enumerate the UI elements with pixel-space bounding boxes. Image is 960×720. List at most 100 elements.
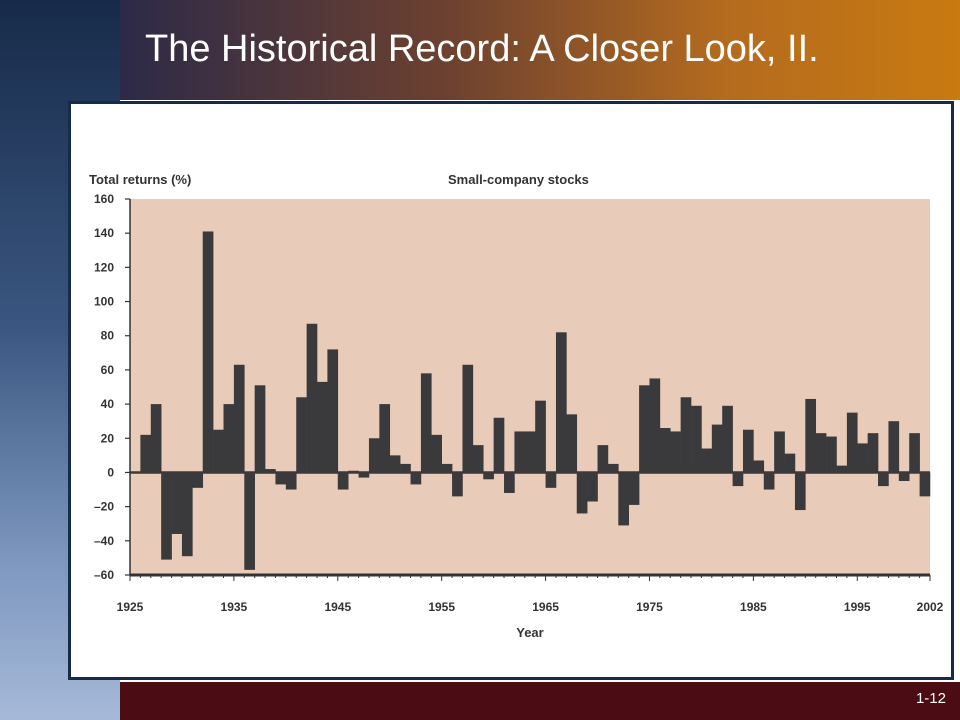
bar-1941 xyxy=(285,472,297,490)
bar-1954 xyxy=(420,373,432,473)
bar-1985 xyxy=(742,429,754,473)
bar-1974 xyxy=(628,472,640,505)
bar-1927 xyxy=(140,434,152,473)
bar-1977 xyxy=(659,428,671,473)
y-tick-label: 100 xyxy=(94,295,114,309)
bar-1932 xyxy=(192,472,204,488)
bar-1956 xyxy=(441,463,453,473)
y-axis: 160 140 120 100 80 60 40 20 0 –20 –40 –60 xyxy=(94,192,131,582)
bar-1993 xyxy=(826,436,837,473)
bar-1984 xyxy=(732,472,744,487)
bar-1936 xyxy=(233,364,245,473)
bar-1950 xyxy=(379,404,391,473)
y-tick-label: 160 xyxy=(94,192,114,206)
bar-1928 xyxy=(150,404,162,473)
y-tick-label: 60 xyxy=(101,363,115,377)
y-tick-label: –40 xyxy=(94,534,114,548)
bar-1967 xyxy=(555,332,567,473)
y-tick-label: 140 xyxy=(94,226,114,240)
bar-1971 xyxy=(597,445,609,473)
bar-1987 xyxy=(763,472,775,490)
bar-1983 xyxy=(722,405,733,473)
y-tick-label: 0 xyxy=(107,465,114,479)
bar-1938 xyxy=(254,385,266,473)
slide-number: 1-12 xyxy=(915,690,946,707)
bar-1948 xyxy=(358,472,370,478)
chart-figure: 160 140 120 100 80 60 40 20 0 –20 –40 –60 1925 1935 1… xyxy=(68,101,954,680)
bar-1964 xyxy=(524,431,536,473)
bar-1933 xyxy=(202,231,214,473)
bar-1994 xyxy=(836,465,848,473)
title-background-band xyxy=(120,0,960,100)
chart-title: Small-company stocks xyxy=(448,172,589,187)
x-tick-label: 1925 xyxy=(117,600,144,614)
bar-1982 xyxy=(711,424,723,473)
bar-1930 xyxy=(171,472,183,534)
bar-1986 xyxy=(753,460,765,473)
bar-1929 xyxy=(161,472,172,560)
bar-2001 xyxy=(909,433,920,473)
bar-1988 xyxy=(774,431,785,473)
bar-1958 xyxy=(462,364,474,473)
bar-1979 xyxy=(680,397,692,473)
bar-1975 xyxy=(639,385,650,473)
bar-1955 xyxy=(431,434,442,473)
x-tick-label: 1975 xyxy=(636,600,663,614)
bar-1976 xyxy=(649,378,661,473)
bar-1943 xyxy=(306,323,318,473)
y-tick-label: 120 xyxy=(94,260,114,274)
bar-1951 xyxy=(389,455,401,473)
bar-1946 xyxy=(337,472,349,490)
bar-2000 xyxy=(898,472,910,481)
bar-1940 xyxy=(275,472,287,485)
y-tick-label: 80 xyxy=(101,329,115,343)
bar-series xyxy=(130,231,931,570)
y-tick-label: 40 xyxy=(101,397,115,411)
y-tick-label: –60 xyxy=(94,568,114,582)
bar-1942 xyxy=(296,397,307,473)
bar-1937 xyxy=(244,472,255,570)
bar-1931 xyxy=(181,472,193,557)
bar-1961 xyxy=(493,417,505,473)
bar-1968 xyxy=(566,414,578,473)
bar-1980 xyxy=(691,405,702,473)
bar-1991 xyxy=(805,398,817,473)
y-tick-label: 20 xyxy=(101,431,115,445)
bar-1944 xyxy=(317,381,328,473)
bar-1952 xyxy=(400,463,411,473)
x-tick-label: 1955 xyxy=(428,600,455,614)
bar-1935 xyxy=(223,404,235,473)
bar-1997 xyxy=(867,433,879,473)
bar-1953 xyxy=(410,472,422,485)
bar-1972 xyxy=(607,463,619,473)
bar-1965 xyxy=(535,400,546,473)
x-tick-label: 2002 xyxy=(917,600,944,614)
footer-background-band xyxy=(120,682,960,720)
bar-1934 xyxy=(213,429,224,473)
x-tick-label: 1965 xyxy=(532,600,559,614)
bar-1989 xyxy=(784,453,796,473)
x-axis-label: Year xyxy=(516,625,543,640)
bar-1978 xyxy=(670,431,681,473)
bar-1939 xyxy=(265,469,276,473)
bar-1995 xyxy=(846,412,858,473)
bar-1959 xyxy=(472,445,484,473)
bar-1962 xyxy=(504,472,515,493)
bar-1973 xyxy=(618,472,629,526)
bar-2002 xyxy=(919,472,931,497)
bar-1998 xyxy=(878,472,889,487)
bar-1966 xyxy=(545,472,557,488)
bar-1963 xyxy=(514,431,526,473)
bar-1969 xyxy=(576,472,588,514)
bar-1945 xyxy=(327,349,339,473)
bar-1996 xyxy=(857,443,868,473)
y-axis-label: Total returns (%) xyxy=(89,172,191,187)
x-tick-label: 1995 xyxy=(844,600,871,614)
bar-1999 xyxy=(888,421,900,473)
x-tick-label: 1935 xyxy=(221,600,248,614)
x-tick-label: 1985 xyxy=(740,600,767,614)
x-tick-label: 1945 xyxy=(324,600,351,614)
slide-title: The Historical Record: A Closer Look, II… xyxy=(145,28,819,70)
x-axis: 1925 1935 1945 1955 1965 1975 1985 1995 2002 xyxy=(117,573,944,614)
